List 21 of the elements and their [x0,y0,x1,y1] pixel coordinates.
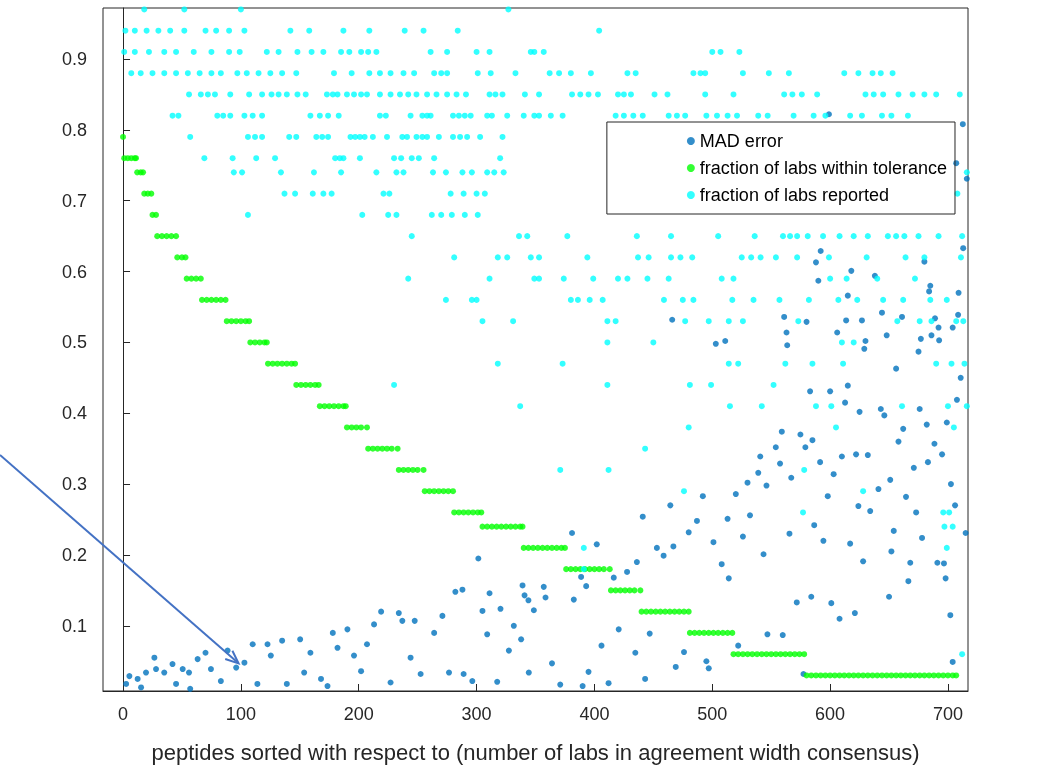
x-tick-label: 300 [461,704,492,724]
x-tick-label: 0 [118,704,129,724]
x-axis-title: peptides sorted with respect to (number of labs in agreement width consensus) [151,739,920,765]
y-tick-label: 0.1 [61,615,87,636]
y-tick-label: 0.7 [61,190,87,211]
y-tick-label: 0.9 [61,49,87,70]
x-tick-label: 100 [225,704,256,724]
x-tick-label: 700 [932,704,963,724]
y-tick-label: 0.6 [61,261,87,282]
y-tick-label: 0.4 [61,403,87,424]
y-tick-label: 0.2 [61,544,87,565]
legend-label: fraction of labs reported [699,185,889,205]
y-tick-label: 0.8 [61,119,87,140]
legend-label: MAD error [699,131,783,151]
legend-label: fraction of labs within tolerance [699,158,948,178]
x-tick-label: 200 [343,704,374,724]
y-tick-label: 0.3 [61,474,87,495]
x-tick-label: 600 [815,704,846,724]
x-tick-label: 400 [579,704,610,724]
x-tick-label: 500 [697,704,728,724]
y-tick-label: 0.5 [61,332,87,353]
